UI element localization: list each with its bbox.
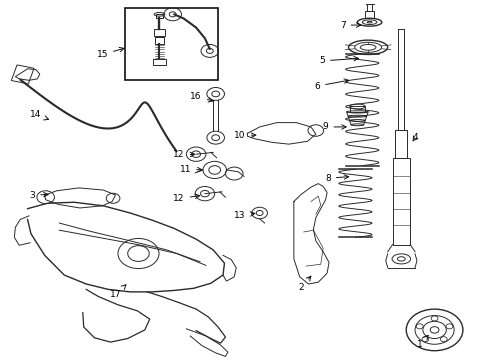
Text: 17: 17 [110, 285, 126, 299]
Text: 4: 4 [412, 133, 418, 142]
Text: 10: 10 [234, 131, 256, 140]
Text: 11: 11 [180, 165, 202, 174]
Bar [392, 158, 410, 244]
Bar [156, 14, 163, 18]
Bar [125, 8, 218, 80]
Text: 3: 3 [29, 190, 48, 199]
Text: 7: 7 [340, 21, 361, 30]
Text: 12: 12 [173, 150, 195, 159]
Text: 14: 14 [30, 110, 49, 120]
Text: 9: 9 [323, 122, 346, 131]
Text: 8: 8 [325, 174, 349, 183]
Bar [153, 59, 166, 65]
Bar [154, 30, 165, 36]
Text: 13: 13 [234, 211, 255, 220]
Bar [349, 107, 365, 112]
Bar [155, 37, 164, 44]
Text: 6: 6 [315, 79, 349, 91]
Text: 2: 2 [298, 276, 311, 292]
Text: 15: 15 [97, 48, 124, 59]
Text: 5: 5 [319, 57, 358, 66]
Text: 1: 1 [417, 336, 428, 350]
Text: 16: 16 [191, 92, 213, 102]
Bar [365, 11, 374, 18]
Bar [395, 130, 407, 158]
Text: 12: 12 [173, 194, 199, 203]
Bar [11, 65, 34, 84]
